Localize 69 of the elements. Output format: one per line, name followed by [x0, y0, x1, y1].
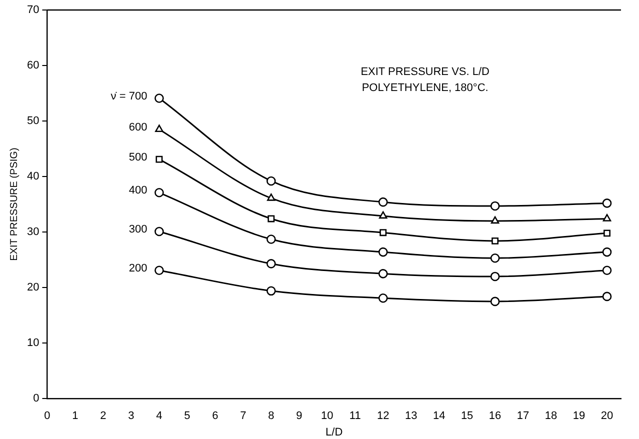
- point: [266, 234, 276, 244]
- y-tick-label: 70: [26, 4, 40, 16]
- point: [602, 214, 612, 222]
- x-tick-label: 3: [128, 410, 134, 422]
- x-tick-label: 11: [349, 410, 361, 422]
- x-tick-label: 7: [240, 410, 246, 422]
- point: [154, 188, 164, 198]
- y-tick-label: 0: [33, 392, 40, 405]
- x-tick-label: 14: [432, 410, 446, 422]
- point: [154, 94, 164, 103]
- x-tick-label: 18: [544, 410, 558, 422]
- point: [378, 247, 388, 257]
- point: [604, 230, 610, 237]
- point: [378, 197, 388, 207]
- point: [268, 215, 275, 222]
- point: [156, 156, 163, 163]
- x-tick-label: 1: [72, 410, 78, 422]
- x-tick-label: 13: [404, 410, 418, 422]
- x-tick-label: 0: [44, 410, 50, 422]
- point: [378, 293, 388, 303]
- x-axis-title: L/D: [326, 426, 343, 438]
- point: [266, 176, 276, 186]
- point: [267, 194, 276, 201]
- x-tick-label: 10: [320, 410, 334, 422]
- point: [490, 296, 500, 306]
- x-tick-label: 12: [376, 410, 390, 422]
- series-label: 200: [128, 262, 148, 274]
- point: [490, 201, 500, 211]
- series-label: ν̇ = 700: [110, 90, 148, 102]
- y-tick-label: 30: [26, 226, 40, 238]
- y-axis-title: EXIT PRESSURE (PSIG): [8, 148, 20, 261]
- x-tick-label: 6: [212, 410, 218, 422]
- point: [378, 211, 388, 219]
- point: [380, 229, 387, 236]
- y-tick-label: 50: [26, 115, 40, 128]
- point: [490, 216, 500, 224]
- point: [154, 226, 164, 236]
- series-label: 400: [128, 184, 148, 197]
- x-tick-label: 16: [488, 410, 502, 422]
- y-tick-label: 20: [26, 282, 40, 294]
- point: [155, 124, 164, 132]
- point: [602, 247, 612, 257]
- point: [602, 198, 612, 208]
- x-tick-label: 8: [268, 410, 274, 422]
- x-tick-label: 9: [296, 410, 302, 422]
- text: EXIT PRESSURE VS. L/D: [360, 66, 490, 78]
- y-tick-label: 60: [26, 60, 40, 72]
- x-tick-label: 2: [100, 410, 106, 422]
- point: [490, 272, 500, 282]
- series-label: 500: [128, 151, 148, 164]
- text: POLYETHYLENE, 180°C.: [362, 82, 488, 94]
- x-tick-label: 19: [572, 410, 586, 422]
- point: [378, 269, 388, 278]
- x-tick-label: 5: [184, 410, 190, 422]
- x-tick-label: 17: [516, 410, 530, 422]
- x-tick-label: 15: [460, 410, 474, 422]
- y-tick-label: 10: [26, 337, 40, 350]
- point: [266, 259, 276, 268]
- point: [154, 266, 164, 276]
- point: [602, 292, 612, 302]
- point: [602, 266, 612, 276]
- series-label: 300: [128, 224, 148, 236]
- point: [492, 237, 499, 244]
- x-tick-label: 20: [600, 410, 614, 422]
- series-label: 600: [128, 121, 148, 134]
- point: [490, 254, 500, 263]
- x-tick-label: 4: [156, 410, 162, 422]
- point: [266, 286, 276, 296]
- y-tick-label: 40: [26, 170, 40, 183]
